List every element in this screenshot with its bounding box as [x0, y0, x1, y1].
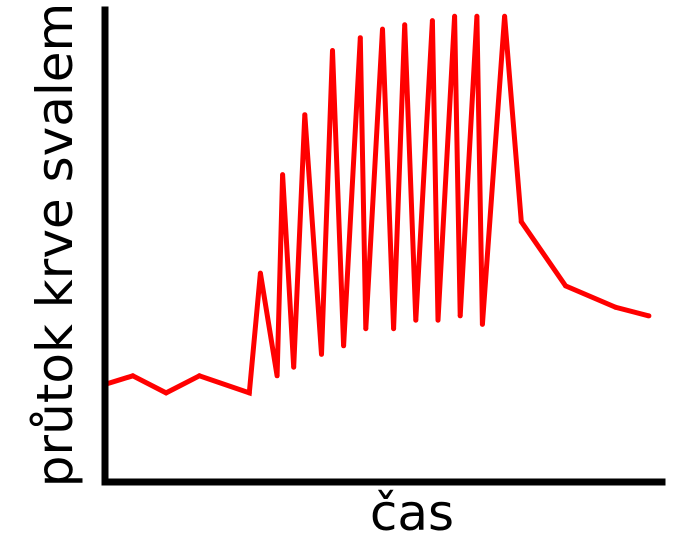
data-point-24: [479, 321, 485, 327]
data-point-7: [280, 172, 286, 178]
data-point-6: [274, 373, 280, 379]
data-point-21: [452, 13, 458, 19]
series-line: [104, 16, 650, 397]
data-point-8: [291, 364, 297, 370]
data-point-20: [435, 317, 441, 323]
data-point-2: [163, 390, 169, 396]
data-point-4: [246, 390, 252, 396]
data-point-16: [391, 326, 397, 332]
data-point-19: [429, 18, 435, 24]
data-point-15: [380, 26, 385, 32]
data-point-27: [563, 283, 569, 289]
data-point-29: [646, 313, 652, 319]
data-points: [102, 13, 652, 396]
x-axis-label: čas: [370, 484, 454, 539]
plot-area: [102, 13, 652, 397]
data-point-10: [319, 351, 324, 357]
data-point-14: [363, 326, 369, 332]
data-point-12: [341, 343, 347, 349]
data-point-25: [502, 13, 508, 19]
data-point-11: [330, 48, 335, 53]
data-point-18: [413, 317, 419, 323]
data-point-28: [613, 304, 619, 310]
data-point-13: [357, 35, 363, 41]
data-point-1: [130, 373, 136, 379]
data-point-17: [402, 22, 408, 28]
data-point-23: [474, 13, 480, 19]
y-axis-label: průtok krve svalem: [26, 3, 84, 487]
data-point-9: [302, 112, 308, 118]
data-point-5: [257, 270, 263, 276]
data-point-26: [518, 219, 524, 225]
data-point-22: [457, 313, 463, 319]
data-point-3: [196, 373, 202, 379]
